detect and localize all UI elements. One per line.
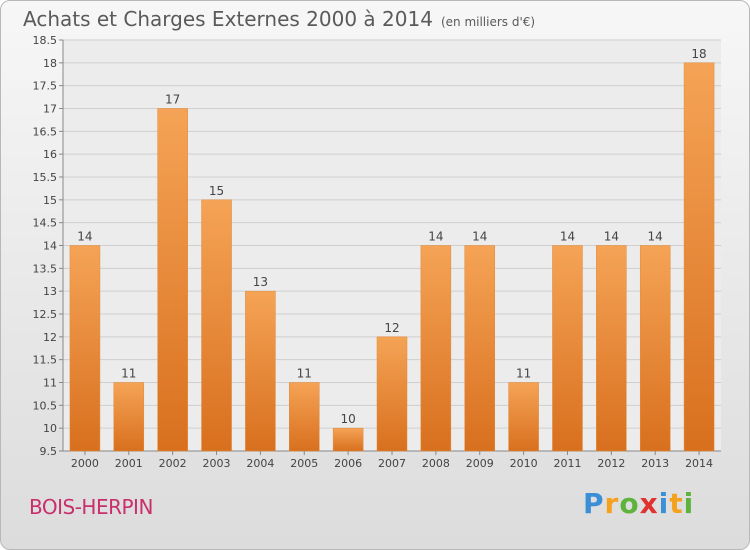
bar — [289, 382, 320, 452]
y-tick-label: 15 — [43, 194, 57, 207]
chart-title: Achats et Charges Externes 2000 à 2014 (e… — [23, 7, 535, 31]
logo-letter: i — [683, 487, 695, 520]
y-tick-label: 12 — [43, 331, 57, 344]
logo-letter: P — [583, 487, 605, 520]
logo-letter: i — [658, 487, 670, 520]
bar-value-label: 11 — [297, 367, 312, 381]
bar — [639, 245, 671, 452]
x-tick-label: 2009 — [466, 457, 494, 470]
bar-value-label: 14 — [604, 230, 619, 244]
y-tick-label: 17 — [43, 103, 57, 116]
y-tick-label: 18 — [43, 57, 57, 70]
bar — [420, 245, 452, 452]
y-tick-label: 9.5 — [40, 445, 58, 458]
bar-value-label: 14 — [77, 230, 92, 244]
y-tick-label: 13 — [43, 285, 57, 298]
bar — [69, 245, 101, 452]
y-tick-label: 11.5 — [33, 354, 58, 367]
bar — [376, 336, 408, 452]
x-tick-label: 2001 — [115, 457, 143, 470]
x-tick-label: 2004 — [246, 457, 274, 470]
y-tick-label: 14.5 — [33, 217, 58, 230]
y-tick-label: 15.5 — [33, 171, 58, 184]
bar-value-label: 11 — [121, 367, 136, 381]
y-tick-label: 17.5 — [33, 80, 58, 93]
logo-letter: t — [669, 487, 684, 520]
bar — [245, 290, 276, 452]
bar — [683, 62, 715, 452]
y-tick-label: 16 — [43, 148, 57, 161]
bar-value-label: 10 — [340, 412, 355, 426]
x-tick-label: 2003 — [203, 457, 231, 470]
bar-value-label: 12 — [384, 321, 399, 335]
x-tick-label: 2005 — [290, 457, 318, 470]
bar-value-label: 15 — [209, 184, 224, 198]
bar — [113, 382, 145, 452]
x-tick-label: 2000 — [71, 457, 99, 470]
bar-value-label: 17 — [165, 93, 180, 107]
chart-title-text: Achats et Charges Externes 2000 à 2014 — [23, 7, 433, 31]
proxiti-logo[interactable]: Proxiti — [583, 487, 694, 520]
bar-value-label: 14 — [560, 230, 575, 244]
bar-value-label: 14 — [648, 230, 663, 244]
logo-letter: o — [619, 487, 640, 520]
bar-value-label: 14 — [428, 230, 443, 244]
y-tick-label: 16.5 — [33, 125, 58, 138]
bar — [157, 108, 188, 452]
chart-subtitle: (en milliers d'€) — [440, 15, 536, 29]
x-tick-label: 2014 — [685, 457, 713, 470]
y-tick-label: 12.5 — [33, 308, 58, 321]
x-tick-label: 2013 — [641, 457, 669, 470]
bar-value-label: 13 — [253, 275, 268, 289]
y-tick-label: 10.5 — [33, 399, 58, 412]
bar-value-label: 11 — [516, 367, 531, 381]
commune-name: BOIS-HERPIN — [29, 495, 153, 519]
bar-value-label: 14 — [472, 230, 487, 244]
x-tick-label: 2007 — [378, 457, 406, 470]
y-tick-label: 11 — [43, 377, 57, 390]
y-tick-label: 14 — [43, 240, 57, 253]
x-tick-label: 2008 — [422, 457, 450, 470]
logo-letter: x — [639, 487, 659, 520]
y-tick-label: 10 — [43, 422, 57, 435]
x-tick-label: 2006 — [334, 457, 362, 470]
logo-letter: r — [604, 487, 620, 520]
bar — [332, 427, 364, 452]
x-tick-label: 2012 — [597, 457, 625, 470]
bar — [201, 199, 232, 452]
bar — [552, 245, 583, 452]
bar — [596, 245, 627, 452]
y-tick-label: 18.5 — [33, 34, 58, 47]
bar — [508, 382, 539, 452]
x-tick-label: 2002 — [159, 457, 187, 470]
x-tick-label: 2010 — [510, 457, 538, 470]
bar-value-label: 18 — [691, 47, 706, 61]
bar — [464, 245, 495, 452]
x-tick-label: 2011 — [553, 457, 581, 470]
y-tick-label: 13.5 — [33, 262, 58, 275]
